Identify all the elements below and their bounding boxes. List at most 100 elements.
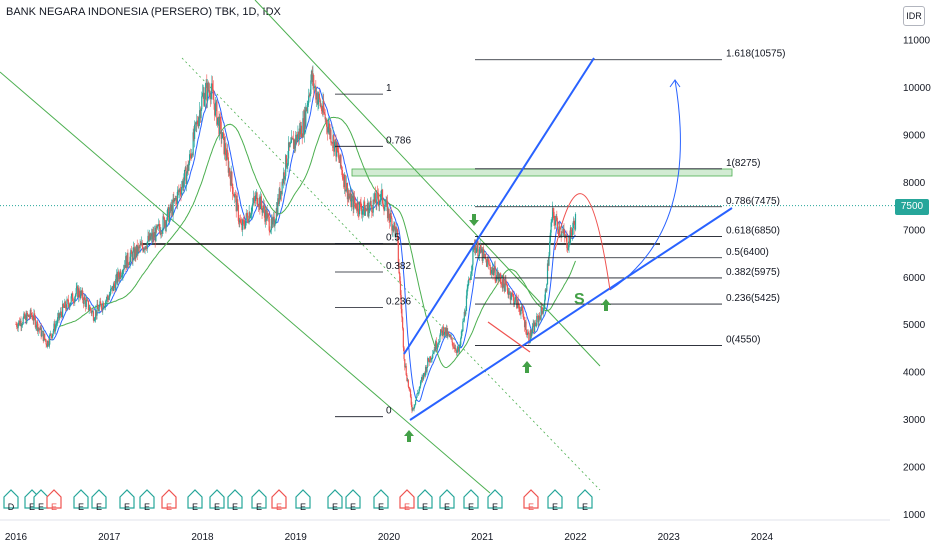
price-tick-label: 5000 (903, 320, 926, 331)
candle-body (563, 229, 565, 234)
candle-body (25, 315, 27, 324)
candle-body (564, 233, 566, 238)
candle-body (476, 241, 478, 249)
candle-body (280, 191, 283, 195)
candle-body (252, 197, 255, 204)
price-tick-label: 3000 (903, 415, 926, 426)
candle-body (492, 267, 494, 276)
candle-body (442, 326, 444, 336)
candle-body (46, 344, 48, 347)
candle-body (379, 201, 381, 206)
candle-body (293, 140, 295, 149)
candle-body (440, 329, 442, 331)
candle-body (324, 113, 326, 120)
candle-body (424, 366, 427, 376)
candle-body (46, 340, 49, 347)
candle-body (323, 101, 325, 113)
candle-body (286, 164, 288, 168)
candle-body (161, 232, 163, 234)
candle-body (206, 82, 209, 101)
candle-body (402, 317, 404, 329)
candle-body (171, 205, 173, 216)
candle-body (32, 319, 34, 321)
candle-body (434, 349, 436, 351)
candle-body (407, 380, 409, 387)
candle-body (92, 311, 94, 313)
candle-body (330, 129, 332, 143)
candle-body (404, 365, 407, 368)
candle-body (317, 99, 319, 105)
event-label: E (300, 502, 306, 512)
candle-body (26, 312, 29, 316)
currency-badge[interactable]: IDR (903, 6, 925, 26)
candle-body (483, 254, 486, 256)
candle-body (571, 232, 573, 236)
candle-body (518, 305, 520, 307)
candles (15, 65, 577, 414)
candle-body (541, 306, 543, 311)
candle-body (351, 195, 354, 199)
candle-body (210, 91, 212, 99)
candle-body (481, 249, 483, 261)
candle-body (115, 273, 118, 280)
candle-body (321, 110, 323, 113)
candle-body (214, 102, 217, 116)
candle-body (262, 208, 264, 213)
candle-body (26, 312, 28, 324)
candle-body (216, 101, 218, 125)
candle-body (313, 74, 315, 89)
candle-body (303, 118, 305, 135)
candle-body (225, 154, 227, 161)
candle-body (568, 236, 570, 248)
candle-body (267, 213, 269, 215)
candle-body (319, 98, 321, 107)
candle-body (70, 296, 72, 303)
event-badge (295, 489, 311, 509)
candle-body (532, 323, 534, 327)
fib-right-label: 0.786(7475) (726, 196, 780, 207)
candle-body (523, 316, 525, 321)
candle-body (119, 271, 121, 280)
event-label: E (96, 502, 102, 512)
candle-body (574, 214, 577, 230)
candle-body (409, 390, 412, 397)
candle-body (365, 209, 367, 211)
candle-body (414, 400, 417, 405)
candle-body (482, 249, 484, 261)
candle-body (213, 99, 215, 104)
candle-body (408, 386, 410, 389)
candle-body (96, 304, 98, 316)
event-label: E (422, 502, 428, 512)
annotation-s: S (574, 291, 585, 308)
candle-body (144, 246, 146, 250)
candle-body (528, 333, 530, 344)
candle-body (543, 308, 545, 311)
candle-body (281, 181, 283, 195)
candle-body (57, 317, 59, 324)
candle-body (558, 226, 560, 234)
candle-body (389, 212, 392, 223)
candle-body (139, 244, 141, 249)
event-badge (463, 489, 479, 509)
candle-body (389, 218, 391, 223)
candle-body (466, 288, 468, 296)
candle-body (29, 316, 31, 318)
candle-body (73, 301, 75, 303)
candle-body (44, 338, 47, 341)
candle-body (193, 132, 195, 140)
event-label: E (332, 502, 338, 512)
candle-body (16, 324, 18, 327)
candle-body (122, 268, 125, 271)
candle-body (336, 142, 338, 152)
candle-body (205, 83, 207, 88)
candle-body (109, 294, 111, 297)
candle-body (375, 202, 377, 205)
candle-body (446, 327, 448, 337)
event-label: D (8, 502, 15, 512)
candle-body (265, 209, 267, 221)
candle-body (552, 208, 554, 212)
candle-body (309, 93, 311, 96)
candle-body (48, 344, 50, 346)
candle-body (18, 320, 20, 324)
